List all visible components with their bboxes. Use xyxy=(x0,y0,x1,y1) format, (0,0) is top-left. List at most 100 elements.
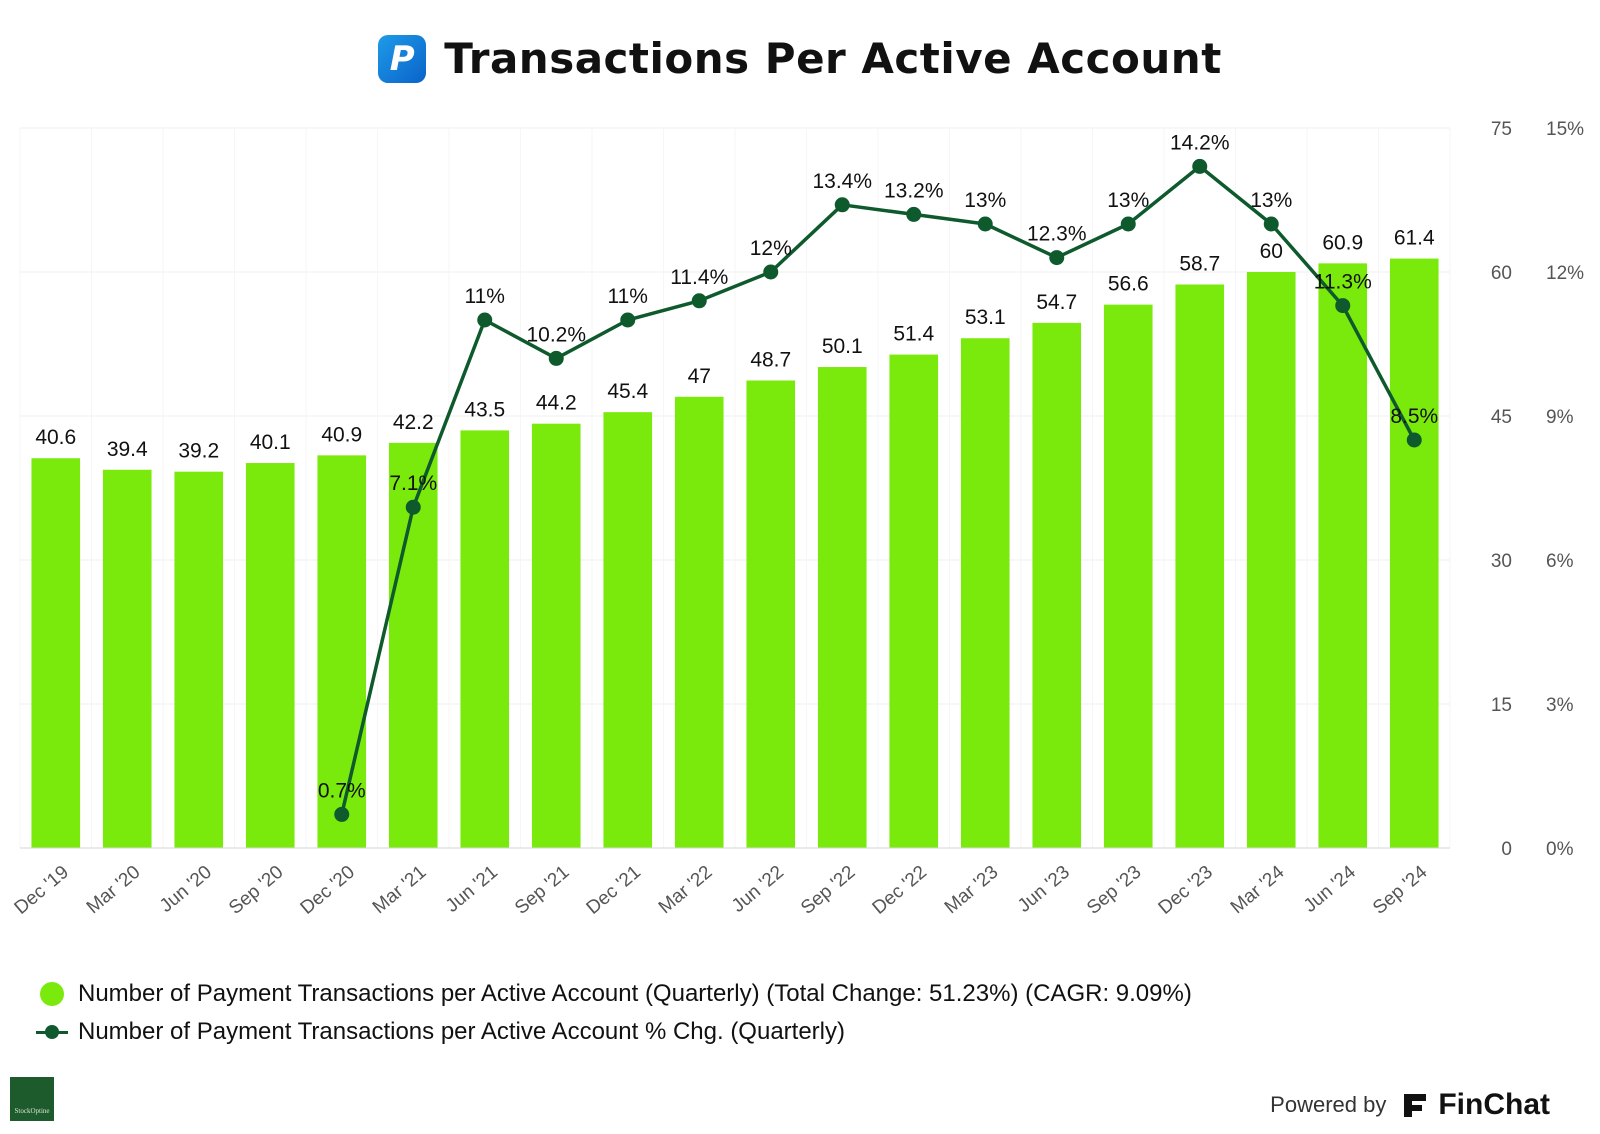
bar xyxy=(817,367,867,848)
bar-data-label: 51.4 xyxy=(893,323,934,346)
stockoptine-logo-text: StockOptine xyxy=(14,1107,50,1115)
bar xyxy=(317,455,367,848)
line-point xyxy=(1406,432,1422,448)
x-tick-label: Dec '22 xyxy=(869,862,931,919)
line-point xyxy=(1120,216,1136,232)
bar-data-label: 39.2 xyxy=(178,440,219,463)
x-tick-label: Dec '20 xyxy=(297,862,359,919)
line-point xyxy=(1192,158,1208,174)
bar-data-label: 54.7 xyxy=(1036,291,1077,314)
legend-item-bars[interactable]: Number of Payment Transactions per Activ… xyxy=(36,975,1192,1013)
bar-data-label: 58.7 xyxy=(1179,252,1220,275)
bar-data-label: 47 xyxy=(688,365,711,388)
y-secondary-tick-label: 12% xyxy=(1546,263,1584,284)
bar-data-labels: 40.6 39.4 39.2 40.1 40.9 42.2 43.5 44.2 45.4 47 48… xyxy=(35,227,1435,463)
line-point xyxy=(1263,216,1279,232)
legend-label-bars: Number of Payment Transactions per Activ… xyxy=(78,980,1192,1007)
line-data-label: 8.5% xyxy=(1390,405,1438,428)
line-point xyxy=(405,499,421,515)
line-series-path xyxy=(340,164,1416,815)
line-data-label: 14.2% xyxy=(1170,131,1230,154)
line-data-label: 13% xyxy=(1107,189,1149,212)
x-tick-label: Mar '23 xyxy=(941,862,1003,918)
bar-data-label: 50.1 xyxy=(822,335,863,358)
x-tick-label: Dec '23 xyxy=(1155,862,1217,919)
line-data-label: 13.4% xyxy=(812,170,872,193)
x-tick-label: Sep '20 xyxy=(225,862,287,919)
legend-marker-line xyxy=(36,1024,68,1039)
x-tick-label: Sep '24 xyxy=(1369,861,1432,918)
bar-data-label: 43.5 xyxy=(464,398,505,421)
bar-data-label: 40.6 xyxy=(35,426,76,449)
x-tick-label: Jun '20 xyxy=(156,862,216,917)
chart-title-area: P Transactions Per Active Account xyxy=(0,34,1600,83)
y-secondary-tick-label: 3% xyxy=(1546,695,1574,716)
x-tick-label: Mar '22 xyxy=(655,862,717,918)
bar xyxy=(1175,284,1225,849)
x-tick-label: Sep '21 xyxy=(511,862,573,919)
grid-lines xyxy=(19,127,1451,849)
line-data-label: 7.1% xyxy=(389,472,437,495)
bar xyxy=(102,469,152,848)
x-tick-label: Mar '20 xyxy=(83,862,145,918)
y-primary-tick-label: 75 xyxy=(1491,119,1512,140)
bar xyxy=(1032,322,1082,848)
bar-data-label: 42.2 xyxy=(393,411,434,434)
paypal-logo-glyph: P xyxy=(389,38,415,79)
stockoptine-logo-icon: StockOptine xyxy=(10,1077,54,1121)
bar-data-label: 60.9 xyxy=(1322,231,1363,254)
x-tick-label: Jun '22 xyxy=(728,862,788,917)
line-point xyxy=(1049,250,1065,266)
bar-data-label: 39.4 xyxy=(107,438,148,461)
line-point xyxy=(906,206,922,222)
x-tick-label: Jun '21 xyxy=(442,862,502,917)
line-data-label: 13.2% xyxy=(884,179,944,202)
line-point xyxy=(477,312,493,328)
bar-data-label: 56.6 xyxy=(1108,273,1149,296)
line-data-labels: 0.7% 7.1% 11% 10.2% 11% 11.4% 12% 13.4% 13.2% 13%… xyxy=(318,131,1438,802)
line-data-label: 12.3% xyxy=(1027,223,1087,246)
y-primary-tick-label: 15 xyxy=(1491,695,1512,716)
powered-by-label: Powered by xyxy=(1270,1092,1387,1117)
y-secondary-tick-label: 15% xyxy=(1546,119,1584,140)
bar-data-label: 44.2 xyxy=(536,392,577,415)
line-point xyxy=(334,806,350,822)
powered-by: Powered by FinChat xyxy=(1270,1088,1550,1122)
x-tick-label: Sep '22 xyxy=(797,862,859,919)
paypal-logo-icon: P xyxy=(378,34,427,83)
bar xyxy=(460,430,510,848)
legend-label-line: Number of Payment Transactions per Activ… xyxy=(78,1018,845,1045)
y-primary-tick-label: 0 xyxy=(1501,839,1512,860)
bar-data-label: 61.4 xyxy=(1394,227,1435,250)
finchat-logo-icon xyxy=(1404,1094,1427,1117)
x-tick-label: Mar '24 xyxy=(1227,861,1289,918)
line-data-label: 13% xyxy=(1250,189,1292,212)
line-data-label: 10.2% xyxy=(526,323,586,346)
x-tick-label: Sep '23 xyxy=(1083,862,1145,919)
legend-item-line[interactable]: Number of Payment Transactions per Activ… xyxy=(36,1013,1192,1051)
y-secondary-tick-label: 9% xyxy=(1546,407,1574,428)
finchat-brand[interactable]: FinChat xyxy=(1438,1088,1550,1121)
line-data-label: 11% xyxy=(608,285,648,308)
bar xyxy=(603,412,653,848)
y-primary-tick-label: 45 xyxy=(1491,407,1512,428)
line-data-label: 11.3% xyxy=(1314,271,1372,294)
bar xyxy=(1246,272,1296,848)
bar-data-label: 45.4 xyxy=(607,380,648,403)
y-secondary-tick-label: 0% xyxy=(1546,839,1574,860)
line-data-label: 13% xyxy=(964,189,1006,212)
bar-data-label: 40.1 xyxy=(250,431,291,454)
line-point xyxy=(763,264,779,280)
line-point xyxy=(977,216,993,232)
bar-data-label: 48.7 xyxy=(750,348,791,371)
x-tick-label: Mar '21 xyxy=(369,862,431,918)
y-secondary-tick-label: 6% xyxy=(1546,551,1574,572)
bar-data-label: 53.1 xyxy=(965,306,1006,329)
line-point xyxy=(691,293,707,309)
bar xyxy=(889,354,939,848)
line-data-label: 0.7% xyxy=(318,779,366,802)
chart-title: Transactions Per Active Account xyxy=(444,34,1222,83)
bar xyxy=(674,396,724,848)
chart: 40.6 39.4 39.2 40.1 40.9 42.2 43.5 44.2 45.4 47 48… xyxy=(11,119,1585,919)
bar xyxy=(1389,258,1439,848)
